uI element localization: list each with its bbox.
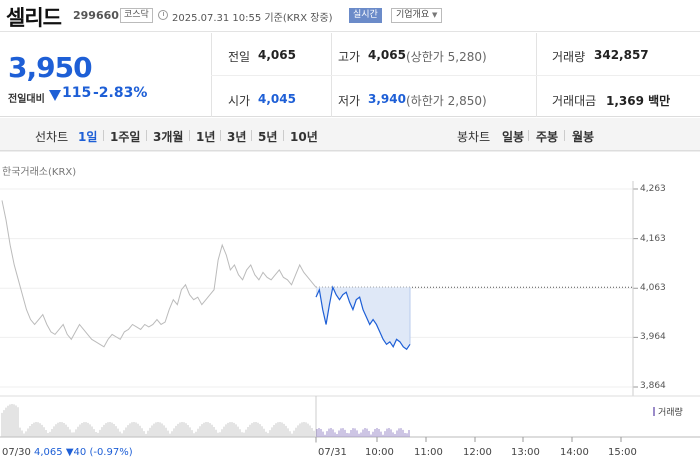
data-source: 한국거래소(KRX) <box>2 167 77 178</box>
prev-day-date: 07/30 <box>2 447 31 458</box>
amount-value: 1,369 백만 <box>606 94 671 108</box>
tab-1y[interactable]: 1년 <box>196 130 216 144</box>
prev-close-label: 전일 <box>228 50 251 64</box>
market-badge: 코스닥 <box>120 8 153 23</box>
stock-code: 299660 <box>73 9 119 22</box>
timestamp: 2025.07.31 10:55 기준(KRX 장중) <box>172 13 333 24</box>
series-line-prev-day <box>1 200 317 348</box>
y-tick-label: 3,864 <box>640 381 666 391</box>
company-overview-label: 기업개요 <box>396 10 430 20</box>
divider <box>211 75 700 76</box>
tab-separator <box>564 130 565 141</box>
tab-separator <box>146 130 147 141</box>
x-tick-label: 07/31 <box>318 447 347 458</box>
tab-3m[interactable]: 3개월 <box>153 130 184 144</box>
high-label: 고가 <box>338 50 361 64</box>
change-label: 전일대비 <box>8 94 45 105</box>
x-tick-label: 12:00 <box>463 447 492 458</box>
x-tick-label: 15:00 <box>608 447 637 458</box>
prev-day-close: 4,065 <box>34 447 63 458</box>
prev-close-value: 4,065 <box>258 48 296 62</box>
line-chart-label: 선차트 <box>35 130 69 144</box>
tab-5y[interactable]: 5년 <box>258 130 278 144</box>
clock-icon <box>158 10 168 20</box>
x-tick-label: 14:00 <box>560 447 589 458</box>
price-panel: 3,950 전일대비 115 -2.83% 전일 4,065 고가 4,065 … <box>0 33 700 117</box>
y-tick-label: 4,063 <box>640 283 666 293</box>
current-price: 3,950 <box>8 51 93 84</box>
realtime-button[interactable]: 실시간 <box>349 8 382 23</box>
candle-chart-label: 봉차트 <box>457 130 491 144</box>
tab-separator <box>283 130 284 141</box>
lower-limit: (하한가 2,850) <box>406 94 487 108</box>
chevron-down-icon: ▼ <box>432 11 438 19</box>
tab-10y[interactable]: 10년 <box>290 130 318 144</box>
x-tick-label: 13:00 <box>511 447 540 458</box>
open-value: 4,045 <box>258 92 296 106</box>
tab-weekly[interactable]: 주봉 <box>536 130 559 144</box>
amount-label: 거래대금 <box>552 94 597 108</box>
chart-tab-bar: 선차트 1일 1주일 3개월 1년 3년 5년 10년 봉차트 일봉 주봉 월봉 <box>0 118 700 151</box>
x-tick-label: 10:00 <box>365 447 394 458</box>
volume-legend: 거래량 <box>653 405 683 418</box>
low-value: 3,940 <box>368 92 406 106</box>
change-percent: -2.83% <box>93 85 148 101</box>
tab-1d[interactable]: 1일 <box>78 130 98 144</box>
tab-separator <box>103 130 104 141</box>
tab-separator <box>528 130 529 141</box>
high-value: 4,065 <box>368 48 406 62</box>
price-chart[interactable] <box>0 151 700 447</box>
y-tick-label: 3,964 <box>640 332 666 342</box>
tab-separator <box>189 130 190 141</box>
upper-limit: (상한가 5,280) <box>406 50 487 64</box>
company-overview-dropdown[interactable]: 기업개요 ▼ <box>391 8 443 23</box>
tab-monthly[interactable]: 월봉 <box>572 130 595 144</box>
tab-1w[interactable]: 1주일 <box>110 130 141 144</box>
prev-day-summary: 07/30 4,065 ▼40 (-0.97%) <box>2 447 133 458</box>
tab-3y[interactable]: 3년 <box>227 130 247 144</box>
volume-label: 거래량 <box>552 50 586 64</box>
tab-separator <box>220 130 221 141</box>
down-triangle-icon <box>49 90 61 101</box>
stock-name: 셀리드 <box>6 6 62 30</box>
open-label: 시가 <box>228 94 251 108</box>
y-tick-label: 4,263 <box>640 184 666 194</box>
change-value: 115 <box>62 85 92 101</box>
series-line-today <box>315 285 411 351</box>
stock-header: 셀리드 299660 코스닥 2025.07.31 10:55 기준(KRX 장… <box>0 0 700 32</box>
x-tick-label: 11:00 <box>414 447 443 458</box>
tab-separator <box>251 130 252 141</box>
y-tick-label: 4,163 <box>640 234 666 244</box>
series-area-today <box>316 287 410 350</box>
low-label: 저가 <box>338 94 361 108</box>
volume-value: 342,857 <box>594 48 649 62</box>
tab-daily[interactable]: 일봉 <box>502 130 525 144</box>
prev-day-change: ▼40 (-0.97%) <box>65 447 133 458</box>
